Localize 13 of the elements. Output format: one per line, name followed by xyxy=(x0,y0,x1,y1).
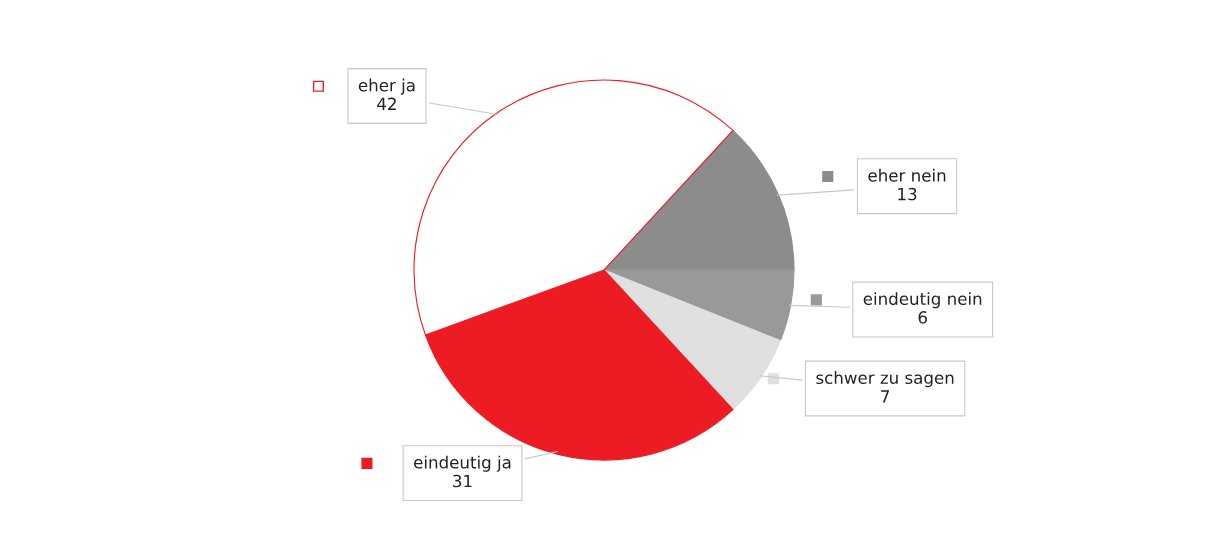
pie-slice xyxy=(603,269,795,342)
data-label: 13 xyxy=(898,187,917,201)
data-label: 6 xyxy=(918,311,927,324)
slice-label: eindeutig ja xyxy=(414,455,511,472)
legend-label: eher nein xyxy=(868,168,946,182)
data-label: 31 xyxy=(453,474,472,488)
data-label: 7 xyxy=(881,390,889,403)
pie-slice xyxy=(603,269,781,411)
legend-label: eher ja xyxy=(358,78,415,95)
slice-label: eindeutig nein xyxy=(863,292,982,309)
pie-slice xyxy=(603,129,795,271)
data-label: 42 xyxy=(377,97,396,110)
legend-label: schwer zu sagen xyxy=(816,371,954,388)
